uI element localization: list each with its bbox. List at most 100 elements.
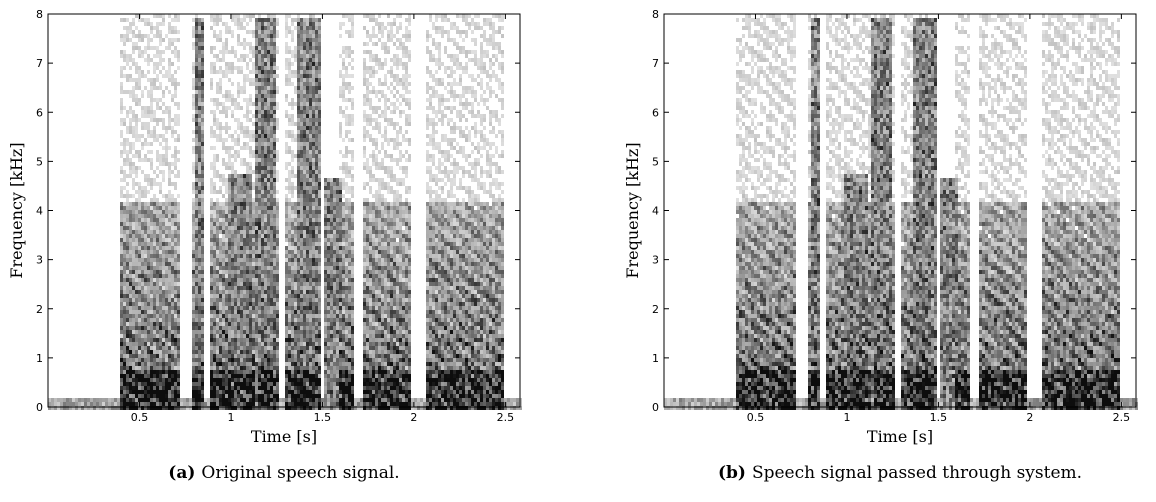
spectrogram-cell — [153, 398, 156, 402]
spectrogram-cell — [291, 30, 294, 34]
spectrogram-cell — [240, 158, 243, 162]
spectrogram-cell — [306, 58, 309, 62]
spectrogram-cell — [300, 26, 303, 30]
spectrogram-cell — [150, 330, 153, 334]
spectrogram-cell — [255, 306, 258, 310]
spectrogram-cell — [135, 394, 138, 398]
spectrogram-cell — [132, 42, 135, 46]
spectrogram-cell — [168, 266, 171, 270]
spectrogram-cell — [270, 226, 273, 230]
spectrogram-cell — [135, 218, 138, 222]
spectrogram-cell — [309, 174, 312, 178]
spectrogram-cell — [138, 310, 141, 314]
spectrogram-cell — [198, 326, 201, 330]
spectrogram-cell — [225, 314, 228, 318]
spectrogram-cell — [249, 314, 252, 318]
spectrogram-cell — [234, 322, 237, 326]
spectrogram-cell — [147, 402, 150, 406]
spectrogram-cell — [222, 258, 225, 262]
spectrogram-cell — [237, 238, 240, 242]
spectrogram-cell — [264, 22, 267, 26]
spectrogram-cell — [273, 14, 276, 18]
spectrogram-cell — [294, 338, 297, 342]
spectrogram-cell — [162, 342, 165, 346]
spectrogram-cell — [213, 274, 216, 278]
spectrogram-cell — [303, 90, 306, 94]
spectrogram-cell — [219, 190, 222, 194]
spectrogram-cell — [168, 358, 171, 362]
spectrogram-cell — [141, 38, 144, 42]
spectrogram-cell — [195, 254, 198, 258]
spectrogram-cell — [216, 198, 219, 202]
spectrogram-cell — [240, 370, 243, 374]
spectrogram-cell — [312, 282, 315, 286]
spectrogram-cell — [219, 398, 222, 402]
spectrogram-cell — [138, 290, 141, 294]
spectrogram-cell — [267, 150, 270, 154]
spectrogram-cell — [159, 262, 162, 266]
spectrogram-cell — [201, 294, 204, 298]
spectrogram-cell — [219, 306, 222, 310]
spectrogram-cell — [297, 394, 300, 398]
spectrogram-cell — [144, 346, 147, 350]
spectrogram-cell — [171, 94, 174, 98]
spectrogram-cell — [168, 354, 171, 358]
spectrogram-cell — [126, 126, 129, 130]
spectrogram-cell — [144, 22, 147, 26]
spectrogram-cell — [309, 210, 312, 214]
spectrogram-cell — [129, 322, 132, 326]
spectrogram-cell — [252, 54, 255, 58]
spectrogram-cell — [273, 78, 276, 82]
spectrogram-cell — [237, 402, 240, 406]
spectrogram-cell — [150, 322, 153, 326]
spectrogram-cell — [222, 142, 225, 146]
spectrogram-cell — [270, 186, 273, 190]
spectrogram-cell — [297, 50, 300, 54]
spectrogram-cell — [231, 298, 234, 302]
spectrogram-cell — [162, 258, 165, 262]
spectrogram-cell — [156, 62, 159, 66]
spectrogram-cell — [297, 286, 300, 290]
spectrogram-cell — [291, 246, 294, 250]
spectrogram-cell — [237, 354, 240, 358]
spectrogram-cell — [120, 250, 123, 254]
spectrogram-cell — [306, 230, 309, 234]
spectrogram-cell — [174, 130, 177, 134]
spectrogram-cell — [144, 174, 147, 178]
spectrogram-cell — [294, 18, 297, 22]
spectrogram-cell — [243, 190, 246, 194]
spectrogram-cell — [126, 350, 129, 354]
spectrogram-cell — [306, 186, 309, 190]
spectrogram-cell — [300, 170, 303, 174]
spectrogram-cell — [165, 238, 168, 242]
spectrogram-cell — [255, 206, 258, 210]
spectrogram-cell — [294, 202, 297, 206]
spectrogram-cell — [258, 286, 261, 290]
spectrogram-cell — [150, 130, 153, 134]
spectrogram-cell — [213, 350, 216, 354]
spectrogram-cell — [75, 402, 78, 406]
spectrogram-cell — [165, 86, 168, 90]
spectrogram-cell — [267, 370, 270, 374]
spectrogram-cell — [273, 22, 276, 26]
spectrogram-cell — [228, 274, 231, 278]
spectrogram-cell — [165, 126, 168, 130]
spectrogram-cell — [306, 110, 309, 114]
spectrogram-cell — [297, 82, 300, 86]
spectrogram-cell — [150, 362, 153, 366]
spectrogram-cell — [153, 82, 156, 86]
spectrogram-cell — [267, 310, 270, 314]
spectrogram-cell — [159, 398, 162, 402]
spectrogram-cell — [300, 350, 303, 354]
spectrogram-cell — [255, 102, 258, 106]
spectrogram-cell — [312, 194, 315, 198]
spectrogram-cell — [309, 30, 312, 34]
spectrogram-cell — [264, 114, 267, 118]
spectrogram-cell — [306, 22, 309, 26]
spectrogram-cell — [234, 346, 237, 350]
spectrogram-cell — [174, 46, 177, 50]
spectrogram-cell — [162, 22, 165, 26]
spectrogram-cell — [309, 58, 312, 62]
spectrogram-cell — [240, 90, 243, 94]
spectrogram-cell — [132, 282, 135, 286]
